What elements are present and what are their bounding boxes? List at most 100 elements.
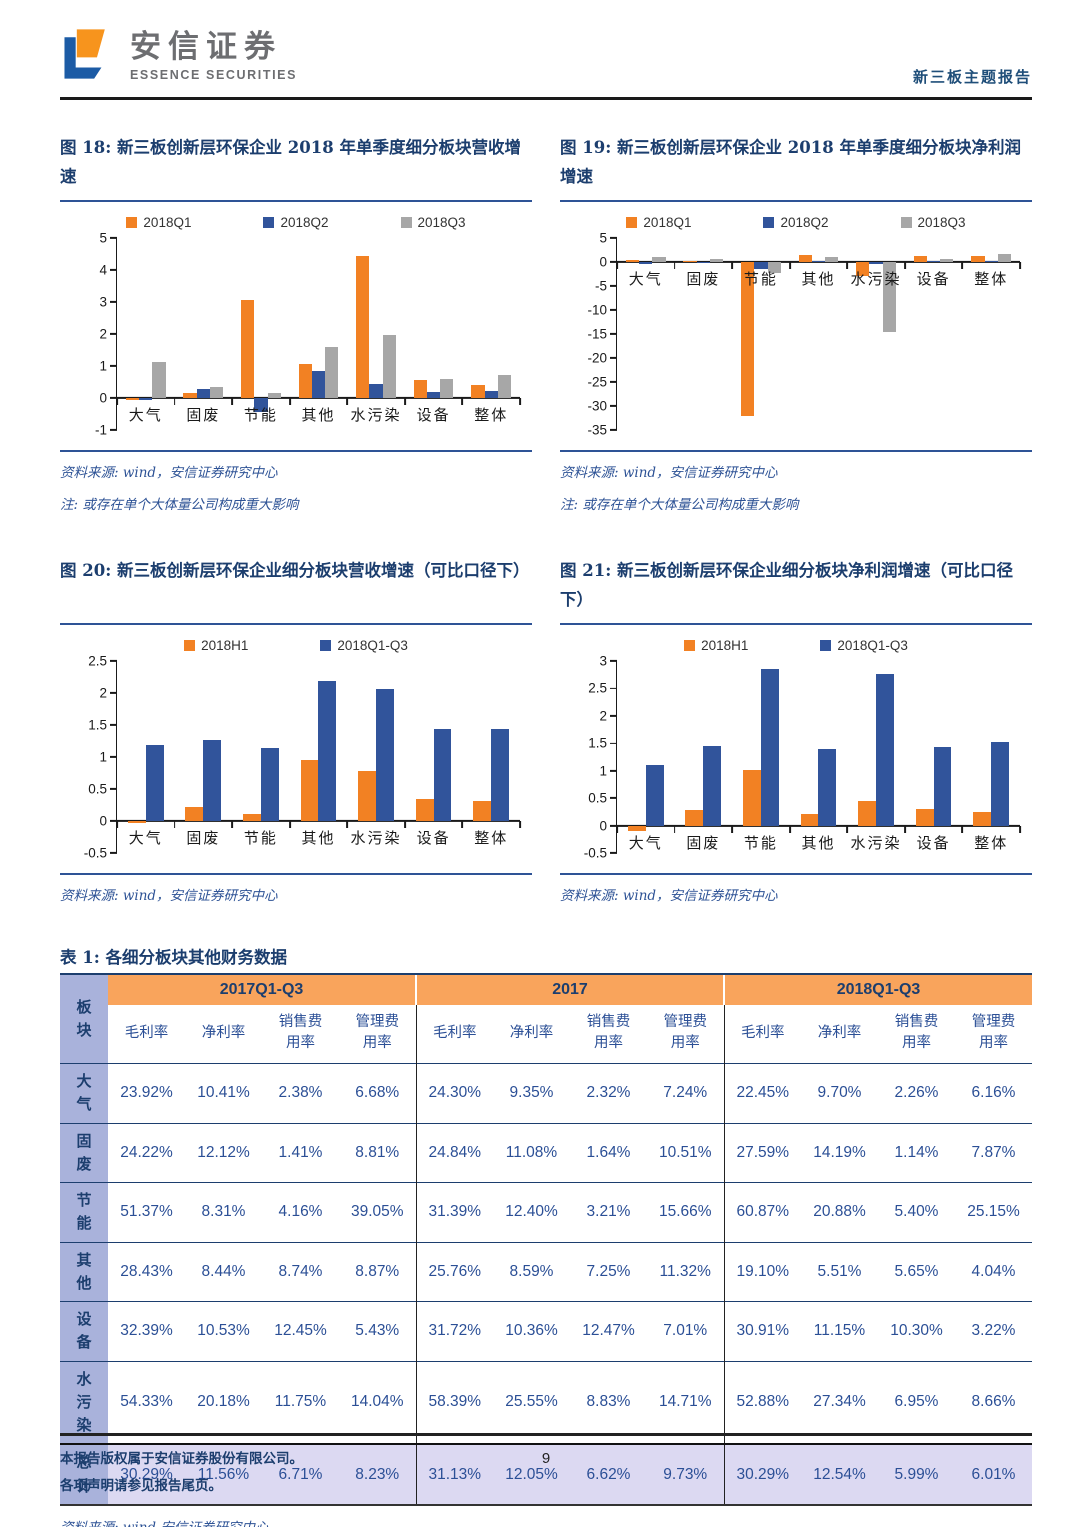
y-axis-tick-label: 2: [99, 685, 107, 701]
table-cell: 9.70%: [801, 1063, 878, 1124]
table-cell: 9.35%: [493, 1063, 570, 1124]
x-axis-category-label: 其他: [301, 829, 336, 847]
x-axis-line: [617, 261, 1020, 263]
figure-18-title: 图 18: 新三板创新层环保企业 2018 年单季度细分板块营收增速: [60, 134, 532, 202]
bar: [798, 254, 812, 262]
footer-statement-line: 各项声明请参见报告尾页。: [60, 1477, 222, 1494]
table-cell: 9.73%: [647, 1443, 724, 1506]
table-cell: 7.01%: [647, 1301, 724, 1362]
table-cell: 10.53%: [185, 1301, 262, 1362]
bar: [196, 389, 210, 398]
bar: [376, 689, 394, 821]
bar: [427, 392, 441, 398]
table-cell: 12.05%: [493, 1443, 570, 1506]
y-axis-tick-mark: [110, 692, 117, 694]
table-subheader-row: 毛利率 净利率 销售费用率 管理费用率 毛利率 净利率 销售费用率 管理费用率 毛利率 净利率 销售…: [60, 1005, 1032, 1064]
y-axis-tick-mark: [610, 381, 617, 383]
bar: [767, 262, 781, 274]
y-axis-tick-mark: [110, 333, 117, 335]
table-cell: 1.64%: [570, 1122, 647, 1183]
y-axis-tick-mark: [110, 724, 117, 726]
table-row: 水污染 54.33% 20.18% 11.75% 14.04% 58.39% 25.55% 8…: [60, 1360, 1032, 1445]
y-axis-tick-mark: [610, 797, 617, 800]
x-axis-tick-mark: [616, 825, 618, 833]
bar: [743, 770, 761, 826]
x-axis-line: [117, 820, 520, 822]
table-cell: 6.62%: [570, 1443, 647, 1506]
table-cell: 30.29%: [108, 1443, 185, 1506]
y-axis-tick-mark: [610, 824, 617, 827]
bar: [318, 681, 337, 821]
bar-group: 其他: [790, 661, 848, 853]
table-subheader: 销售费用率: [586, 1014, 631, 1052]
x-axis-category-label: 节能: [243, 406, 278, 424]
table-row: 总计 30.29% 11.56% 6.71% 8.23% 31.13% 12.05% 6.62…: [60, 1443, 1032, 1506]
bar-group: 节能: [232, 661, 290, 853]
x-axis-category-label: 设备: [916, 833, 951, 852]
bar: [139, 398, 153, 400]
y-axis-tick-mark: [110, 756, 117, 758]
y-axis-tick-mark: [610, 769, 617, 772]
x-axis-category-label: 其他: [301, 406, 336, 424]
table-subheader: 毛利率: [723, 1005, 801, 1064]
bar: [971, 256, 985, 262]
x-axis-tick-mark: [788, 262, 791, 269]
table-cell: 12.47%: [570, 1301, 647, 1362]
bar: [243, 813, 261, 821]
bar: [203, 740, 222, 821]
bar: [997, 253, 1012, 262]
page-footer: 本报告版权属于安信证券股份有限公司。 各项声明请参见报告尾页。 9: [60, 1433, 1032, 1499]
x-axis-category-label: 大气: [128, 406, 163, 424]
x-axis-category-label: 其他: [801, 833, 836, 852]
bar: [913, 256, 927, 262]
x-axis-line: [117, 397, 520, 399]
x-axis-category-label: 固废: [686, 270, 721, 288]
x-axis-tick-mark: [673, 262, 676, 269]
table-cell: 10.51%: [647, 1122, 724, 1183]
table-subheader: 销售费用率: [278, 1014, 323, 1052]
table-cell: 1.14%: [878, 1122, 955, 1183]
brand: 安信证券 ESSENCE SECURITIES: [60, 26, 297, 87]
figure-18-legend: 2018Q1 2018Q2 2018Q3: [60, 215, 532, 230]
x-axis-category-label: 水污染: [350, 406, 402, 424]
bar: [760, 669, 779, 826]
table-cell: 6.68%: [339, 1063, 416, 1124]
y-axis-tick-mark: [610, 333, 617, 335]
y-axis-tick-label: 0.5: [88, 781, 107, 797]
table-cell: 6.16%: [955, 1063, 1032, 1124]
table-cell: 11.32%: [647, 1241, 724, 1302]
bar: [415, 799, 434, 821]
bar: [183, 393, 197, 398]
x-axis-category-label: 设备: [416, 829, 451, 847]
x-axis-tick-mark: [461, 821, 464, 828]
bar: [471, 385, 485, 398]
x-axis-tick-mark: [903, 825, 906, 833]
table-cell: 8.66%: [955, 1360, 1032, 1445]
bar-group: 设备: [405, 238, 463, 430]
bar: [433, 728, 452, 821]
table-cell: 14.04%: [339, 1360, 416, 1445]
y-axis-tick-label: 1: [599, 763, 607, 779]
table-body: 大气 23.92% 10.41% 2.38% 6.68% 24.30% 9.35% 2.32%…: [60, 1063, 1032, 1506]
y-axis-tick-label: 4: [99, 262, 107, 278]
bar: [325, 346, 339, 398]
x-axis-tick-mark: [403, 821, 406, 828]
bar: [145, 745, 164, 821]
legend-swatch-icon: [626, 217, 638, 228]
table-row: 其他 28.43% 8.44% 8.74% 8.87% 25.76% 8.59% 7.25% 1…: [60, 1241, 1032, 1302]
y-axis-tick-mark: [610, 852, 617, 854]
bar: [241, 300, 255, 398]
y-axis-tick-label: -35: [587, 422, 607, 438]
x-axis-tick-mark: [231, 398, 234, 405]
y-axis-tick-label: -25: [587, 374, 607, 390]
table-cell: 10.41%: [185, 1063, 262, 1124]
brand-name-cn: 安信证券: [130, 29, 282, 64]
bar: [625, 259, 640, 262]
figure-20: 图 20: 新三板创新层环保企业细分板块营收增速（可比口径下） 2018H1 20…: [60, 557, 532, 904]
bar-group: 固废: [675, 661, 733, 853]
y-axis-tick-mark: [610, 261, 617, 263]
figure-grid: 图 18: 新三板创新层环保企业 2018 年单季度细分板块营收增速 2018Q…: [60, 134, 1032, 904]
bar: [209, 386, 224, 398]
figure-20-legend: 2018H1 2018Q1-Q3: [60, 638, 532, 653]
bar: [811, 261, 826, 262]
